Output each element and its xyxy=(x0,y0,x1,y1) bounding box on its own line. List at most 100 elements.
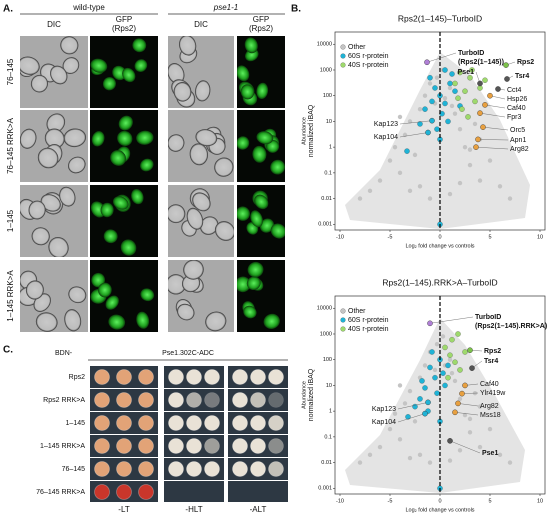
dic-cell xyxy=(31,227,50,246)
dic-cell xyxy=(44,128,65,149)
annotated-point xyxy=(473,144,479,150)
colony-spot xyxy=(250,392,266,408)
x-axis-label: Log₂ fold change vs controls xyxy=(405,507,474,513)
dic-cell xyxy=(214,221,234,241)
data-point xyxy=(422,363,428,368)
data-point xyxy=(447,191,453,197)
colony-spot xyxy=(94,369,110,385)
point-label: TurboID xyxy=(475,314,501,321)
data-point xyxy=(397,114,403,120)
chart-title: Rps2(1–145).RRK>A–TurboID xyxy=(382,277,497,287)
dic-cell xyxy=(20,128,37,149)
legend-swatch xyxy=(340,53,346,59)
dic-cell xyxy=(177,303,195,321)
gfp-cell xyxy=(131,189,144,205)
point-label: Kap104 xyxy=(372,419,396,426)
annotated-point xyxy=(429,117,435,124)
gfp-cell xyxy=(112,196,129,210)
data-point xyxy=(405,414,411,420)
data-point xyxy=(482,77,488,83)
colony-spot xyxy=(94,438,110,454)
data-point xyxy=(392,144,398,150)
annotated-point xyxy=(504,76,510,82)
panel-label: A. xyxy=(3,4,13,15)
dic-cell xyxy=(195,129,218,147)
leader-line xyxy=(449,440,481,454)
column-header: (Rps2) xyxy=(112,24,136,33)
strain-label: 1–145 RRK>A xyxy=(40,443,85,450)
data-point xyxy=(404,148,410,154)
annotated-point xyxy=(452,409,458,416)
gfp-image xyxy=(237,36,285,108)
colony-spot xyxy=(138,369,154,385)
colony-spot xyxy=(116,484,132,500)
colony-spot xyxy=(232,461,248,477)
point-label: Mss18 xyxy=(480,412,501,419)
point-label: Caf40 xyxy=(507,105,526,112)
data-point xyxy=(462,144,468,150)
legend-label: Other xyxy=(348,44,366,51)
dic-cell xyxy=(20,56,40,75)
data-point xyxy=(452,359,458,365)
data-point xyxy=(467,430,473,435)
data-point xyxy=(467,416,473,422)
data-point xyxy=(442,344,448,351)
colony-spot xyxy=(168,438,184,454)
data-point xyxy=(442,95,448,101)
data-point xyxy=(467,147,473,152)
dic-cell xyxy=(48,237,69,257)
data-point xyxy=(465,114,471,120)
data-point xyxy=(487,426,493,432)
leader-line xyxy=(475,146,509,150)
gfp-cell xyxy=(270,159,285,175)
dic-cell xyxy=(59,186,76,207)
leader-line xyxy=(426,52,457,63)
colony-spot xyxy=(138,484,154,500)
point-label: Arg82 xyxy=(480,403,499,410)
legend-swatch xyxy=(340,326,346,332)
point-label: Fpr3 xyxy=(507,114,522,121)
data-point xyxy=(432,85,438,91)
dic-cell xyxy=(189,143,209,166)
gfp-cell xyxy=(252,145,267,163)
colony-spot xyxy=(186,369,202,385)
data-point xyxy=(445,374,451,381)
data-point xyxy=(457,126,463,132)
dic-cell xyxy=(50,65,68,85)
data-point xyxy=(357,460,363,465)
data-point xyxy=(449,71,455,77)
colony-spot xyxy=(204,438,220,454)
gfp-cell xyxy=(90,58,108,73)
gfp-cell xyxy=(246,276,261,291)
colony-spot xyxy=(116,461,132,477)
data-point xyxy=(417,106,423,112)
gfp-cell xyxy=(118,115,133,131)
data-point xyxy=(457,396,463,402)
point-label: (Rps2(1–145)) xyxy=(458,59,504,66)
leader-line xyxy=(397,402,429,410)
colony-spot xyxy=(186,438,202,454)
annotated-point xyxy=(424,59,430,66)
colony-spot xyxy=(138,438,154,454)
data-point xyxy=(455,95,461,101)
y-tick-label: 100 xyxy=(323,357,332,363)
data-point xyxy=(434,75,440,80)
x-tick-label: 10 xyxy=(537,234,543,240)
colony-spot xyxy=(168,415,184,431)
data-point xyxy=(427,460,433,465)
data-point xyxy=(407,455,413,461)
gfp-cell xyxy=(136,130,154,145)
y-tick-label: 0.01 xyxy=(321,196,332,202)
data-point xyxy=(417,121,423,127)
point-label: Orc5 xyxy=(510,127,525,134)
annotated-point xyxy=(495,86,501,92)
point-label: Rps2 xyxy=(484,348,501,355)
data-point xyxy=(467,162,473,168)
gfp-cell xyxy=(244,37,258,54)
point-label: Apn1 xyxy=(510,137,526,144)
dic-image xyxy=(168,260,234,332)
gfp-cell xyxy=(132,38,147,53)
column-header: DIC xyxy=(47,20,61,29)
data-point xyxy=(397,383,403,388)
